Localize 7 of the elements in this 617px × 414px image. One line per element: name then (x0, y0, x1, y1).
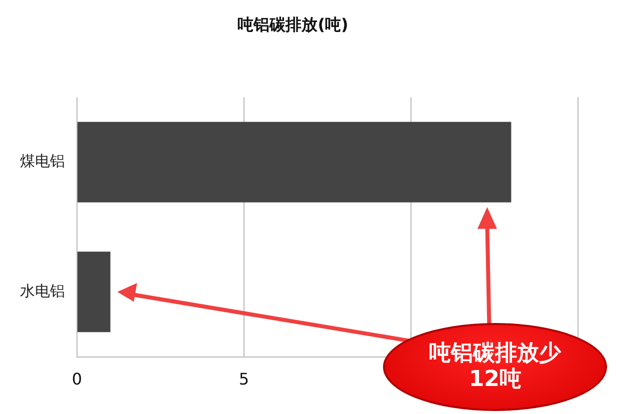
annotation: 吨铝碳排放少12吨 (428, 340, 562, 393)
x-tick-label: 5 (238, 370, 250, 389)
oval-callout: 吨铝碳排放少12吨 (383, 322, 608, 411)
chart-title: 吨铝碳排放(吨) (238, 14, 348, 34)
y-tick-label: 煤电铝 (20, 152, 65, 170)
x-tick-label: 0 (72, 370, 82, 389)
y-tick-label: 水电铝 (20, 282, 65, 300)
